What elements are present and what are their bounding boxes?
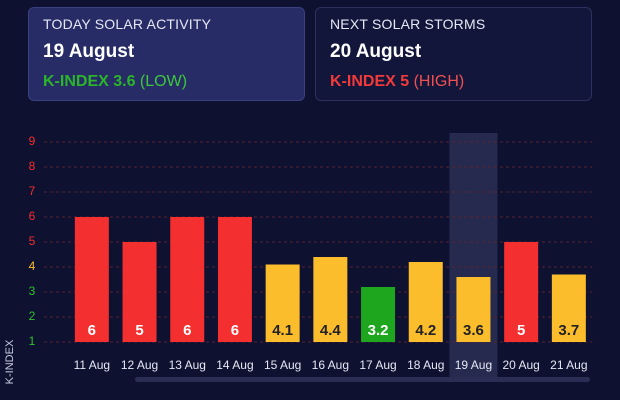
- y-axis-label: K-INDEX: [4, 339, 16, 384]
- card-date: 19 August: [43, 41, 135, 62]
- x-tick-label: 15 Aug: [264, 358, 301, 372]
- x-tick-label: 21 Aug: [550, 358, 587, 372]
- bar: [217, 217, 252, 342]
- data-label: 5: [517, 322, 525, 339]
- x-tick-label: 12 Aug: [121, 358, 158, 372]
- y-tick-label: 9: [29, 134, 36, 148]
- bar: [456, 277, 491, 342]
- k-level: (HIGH): [413, 73, 465, 90]
- card-title: TODAY SOLAR ACTIVITY: [43, 16, 212, 32]
- bar: [122, 242, 157, 342]
- x-tick-label: 20 Aug: [502, 358, 539, 372]
- data-label: 3.2: [368, 322, 389, 339]
- data-label: 6: [183, 322, 191, 339]
- data-label: 6: [88, 322, 96, 339]
- data-label: 4.2: [415, 322, 436, 339]
- y-tick-label: 2: [29, 309, 36, 323]
- x-tick-label: 14 Aug: [216, 358, 253, 372]
- y-tick-label: 1: [29, 334, 36, 348]
- data-label: 3.6: [463, 322, 484, 339]
- data-label: 4.4: [320, 322, 342, 339]
- y-tick-label: 4: [29, 259, 36, 273]
- bar: [551, 274, 586, 342]
- bar: [504, 242, 539, 342]
- bar: [170, 217, 205, 342]
- y-tick-label: 7: [29, 184, 36, 198]
- card-title: NEXT SOLAR STORMS: [330, 16, 486, 32]
- bar: [408, 262, 443, 342]
- y-tick-label: 5: [29, 234, 36, 248]
- data-label: 3.7: [558, 322, 579, 339]
- x-tick-label: 16 Aug: [312, 358, 349, 372]
- data-label: 4.1: [272, 322, 293, 339]
- card-index: K-INDEX 3.6 (LOW): [43, 73, 290, 91]
- k-level: (LOW): [139, 73, 188, 90]
- data-label: 5: [135, 322, 143, 339]
- k-index: K-INDEX 5: [330, 73, 410, 90]
- y-tick-label: 8: [29, 159, 36, 173]
- bar: [265, 264, 300, 342]
- x-tick-label: 11 Aug: [74, 358, 110, 372]
- x-tick-label: 19 Aug: [455, 358, 492, 372]
- k-index: K-INDEX 3.6: [43, 73, 136, 90]
- card-index: K-INDEX 5 (HIGH): [330, 73, 577, 91]
- card-date: 20 August: [330, 41, 422, 62]
- x-tick-label: 13 Aug: [169, 358, 206, 372]
- data-label: 6: [231, 322, 239, 339]
- bar: [74, 217, 109, 342]
- x-tick-label: 17 Aug: [359, 358, 396, 372]
- bar: [313, 257, 348, 342]
- y-tick-label: 3: [29, 284, 36, 298]
- scrollbar[interactable]: [135, 377, 590, 382]
- storm-card[interactable]: NEXT SOLAR STORMS 20 August K-INDEX 5 (H…: [315, 7, 592, 101]
- y-tick-label: 6: [29, 209, 36, 223]
- today-card[interactable]: TODAY SOLAR ACTIVITY 19 August K-INDEX 3…: [28, 7, 305, 101]
- bar: [361, 287, 396, 342]
- x-tick-label: 18 Aug: [407, 358, 444, 372]
